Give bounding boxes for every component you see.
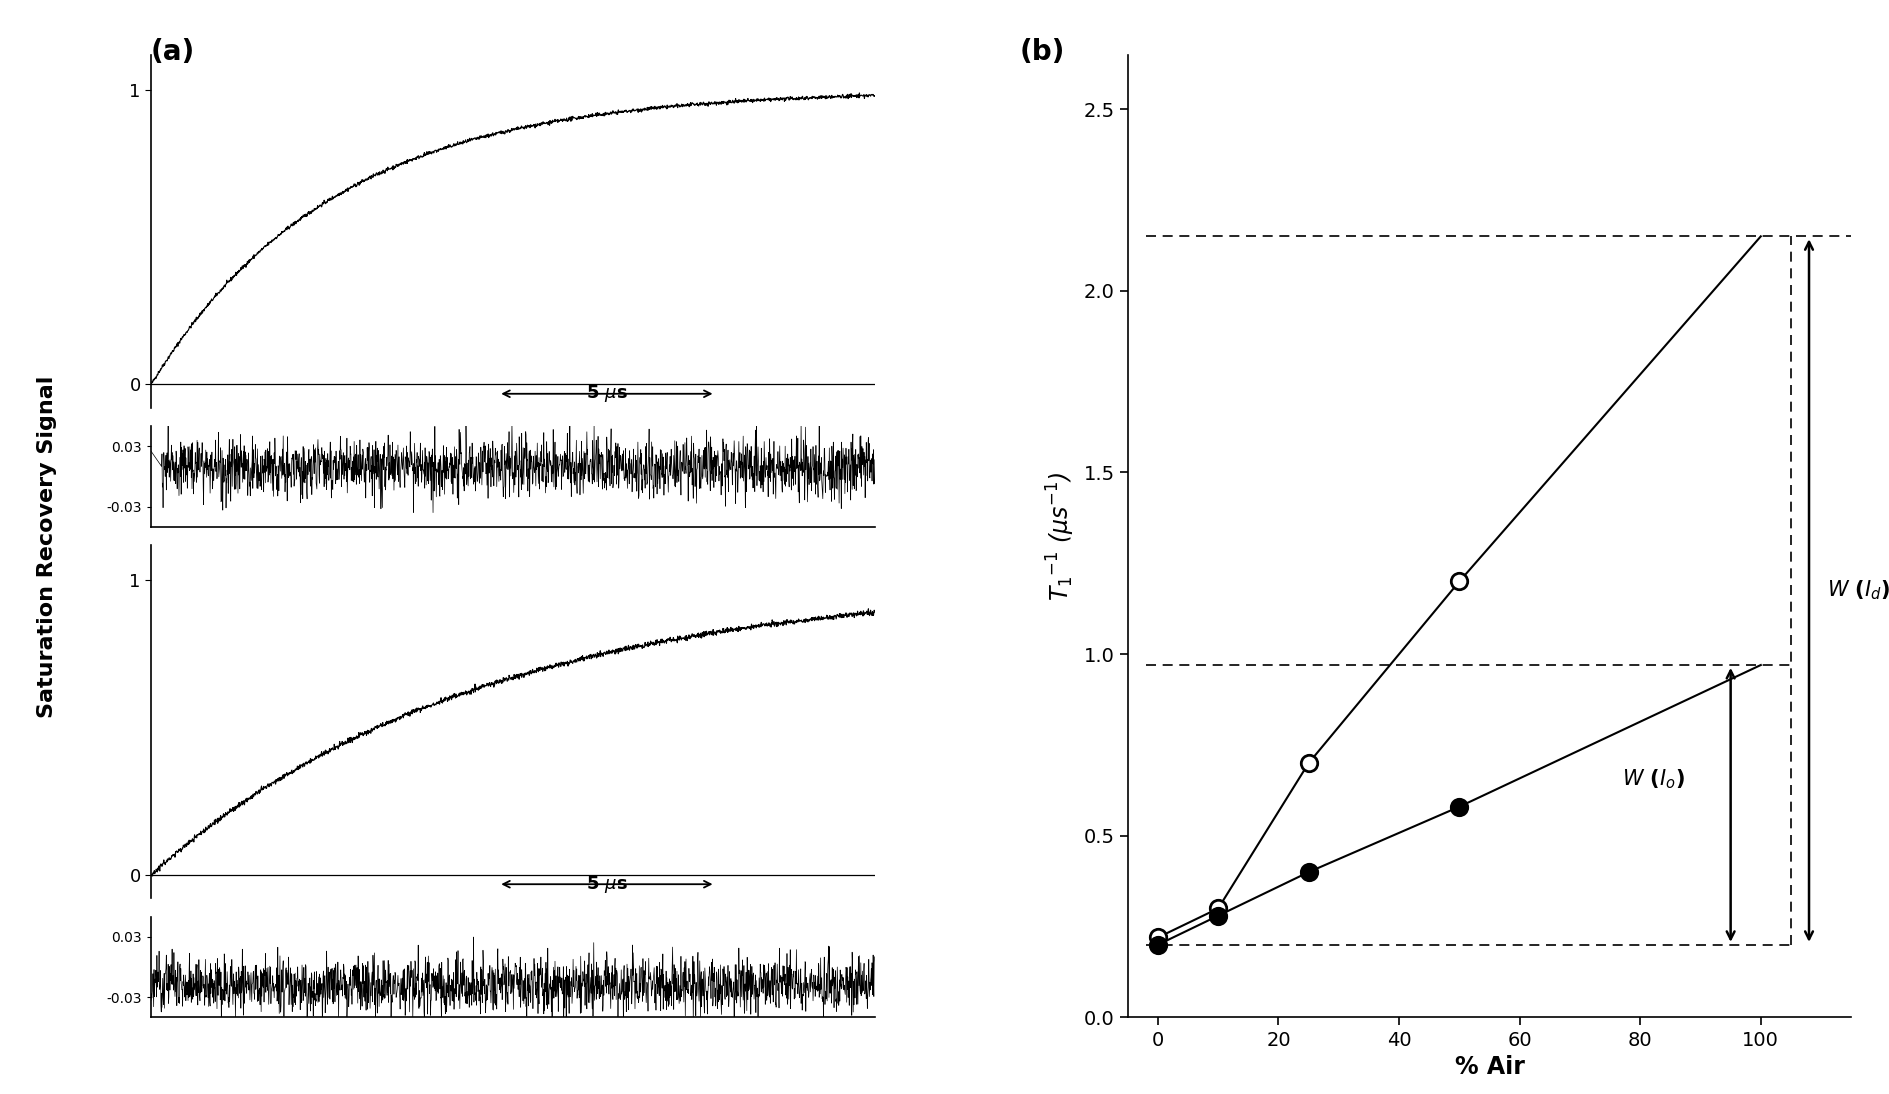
Point bbox=[1203, 899, 1234, 917]
Text: Saturation Recovery Signal: Saturation Recovery Signal bbox=[38, 376, 57, 718]
Text: $\mathit{W}$ ($\mathit{I_d}$): $\mathit{W}$ ($\mathit{I_d}$) bbox=[1827, 579, 1889, 603]
Text: 5 $\mu$s: 5 $\mu$s bbox=[586, 383, 627, 405]
Point bbox=[1143, 929, 1173, 946]
Point bbox=[1143, 936, 1173, 954]
Text: $\mathit{W}$ ($\mathit{I_o}$): $\mathit{W}$ ($\mathit{I_o}$) bbox=[1623, 768, 1685, 791]
Point bbox=[1203, 907, 1234, 924]
Y-axis label: $T_{1}$$^{-1}$ ($\mu$s$^{-1}$): $T_{1}$$^{-1}$ ($\mu$s$^{-1}$) bbox=[1045, 472, 1077, 601]
Point bbox=[1445, 573, 1475, 591]
Point bbox=[1294, 863, 1324, 881]
X-axis label: % Air: % Air bbox=[1455, 1056, 1524, 1079]
Text: (b): (b) bbox=[1020, 38, 1065, 67]
Text: 5 $\mu$s: 5 $\mu$s bbox=[586, 874, 627, 895]
Point bbox=[1294, 755, 1324, 772]
Text: (a): (a) bbox=[151, 38, 195, 67]
Point bbox=[1445, 798, 1475, 815]
